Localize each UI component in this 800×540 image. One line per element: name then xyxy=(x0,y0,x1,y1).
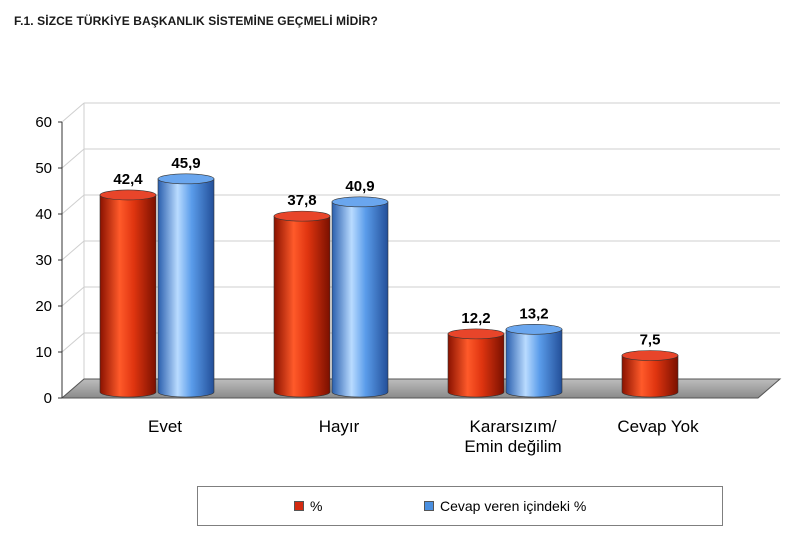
bar-top xyxy=(447,328,505,340)
category-label-line: Hayır xyxy=(319,417,360,436)
category-label: Kararsızım/Emin değilim xyxy=(464,417,561,456)
gridline-side xyxy=(61,286,85,307)
bar-body xyxy=(447,333,505,398)
legend-item-percent: % xyxy=(294,498,322,514)
data-label: 42,4 xyxy=(113,171,143,188)
data-label: 37,8 xyxy=(287,192,316,209)
bar-top xyxy=(273,210,331,222)
bar-percent-1 xyxy=(273,210,331,398)
category-label: Cevap Yok xyxy=(617,417,699,436)
bar-body xyxy=(505,328,563,398)
bar-body xyxy=(157,178,215,398)
legend-swatch-red xyxy=(294,501,304,511)
bar-body xyxy=(99,194,157,398)
category-label: Hayır xyxy=(319,417,360,436)
data-label: 45,9 xyxy=(171,155,200,172)
bar-percent-2 xyxy=(447,328,505,398)
bar-top xyxy=(99,189,157,201)
data-label: 40,9 xyxy=(345,178,374,195)
gridline-side xyxy=(61,332,85,353)
y-tick-label: 0 xyxy=(44,390,52,407)
bar-top xyxy=(331,196,389,208)
y-tick-label: 10 xyxy=(35,344,52,361)
gridline-side xyxy=(61,194,85,215)
bar-body xyxy=(273,215,331,398)
bar-body xyxy=(621,355,679,398)
legend-item-respondent-percent: Cevap veren içindeki % xyxy=(424,498,586,514)
category-label-line: Cevap Yok xyxy=(617,417,699,436)
y-tick-label: 60 xyxy=(35,114,52,131)
category-labels: Evet Hayır Kararsızım/Emin değilim Cevap Yo… xyxy=(148,417,699,456)
gridline-side xyxy=(61,148,85,169)
legend-swatch-blue xyxy=(424,501,434,511)
bar-percent-0 xyxy=(99,189,157,398)
chart-title: F.1. SİZCE TÜRKİYE BAŞKANLIK SİSTEMİNE G… xyxy=(14,14,378,28)
bar-top xyxy=(505,323,563,335)
bar-percent-3 xyxy=(621,350,679,398)
category-label-line: Kararsızım/ xyxy=(470,417,557,436)
data-label: 13,2 xyxy=(519,305,548,322)
y-tick-label: 40 xyxy=(35,206,52,223)
y-tick-label: 30 xyxy=(35,252,52,269)
category-label-line: Evet xyxy=(148,417,182,436)
bar-top xyxy=(157,173,215,185)
data-label: 7,5 xyxy=(640,332,661,349)
legend-label: % xyxy=(310,498,323,514)
bar-chart: 0 10 20 30 40 50 60 42,4 45,9 37,8 40,9 12,2 13,2 7,… xyxy=(35,102,782,456)
bar-respondent-percent-2 xyxy=(505,323,563,398)
bars xyxy=(99,173,679,398)
gridline-side xyxy=(61,102,85,123)
bar-body xyxy=(331,201,389,398)
y-tick-label: 50 xyxy=(35,160,52,177)
floor-plane xyxy=(60,378,782,399)
legend: % Cevap veren içindeki % xyxy=(197,486,723,526)
bar-respondent-percent-1 xyxy=(331,196,389,398)
data-labels: 42,4 45,9 37,8 40,9 12,2 13,2 7,5 xyxy=(113,155,660,349)
chart-floor xyxy=(60,378,782,399)
category-label-line: Emin değilim xyxy=(464,437,561,456)
y-axis: 0 10 20 30 40 50 60 xyxy=(35,114,63,407)
category-label: Evet xyxy=(148,417,182,436)
gridline-side xyxy=(61,240,85,261)
bar-top xyxy=(621,350,679,361)
legend-label: Cevap veren içindeki % xyxy=(440,498,587,514)
y-tick-label: 20 xyxy=(35,298,52,315)
bar-respondent-percent-0 xyxy=(157,173,215,398)
data-label: 12,2 xyxy=(461,310,490,327)
